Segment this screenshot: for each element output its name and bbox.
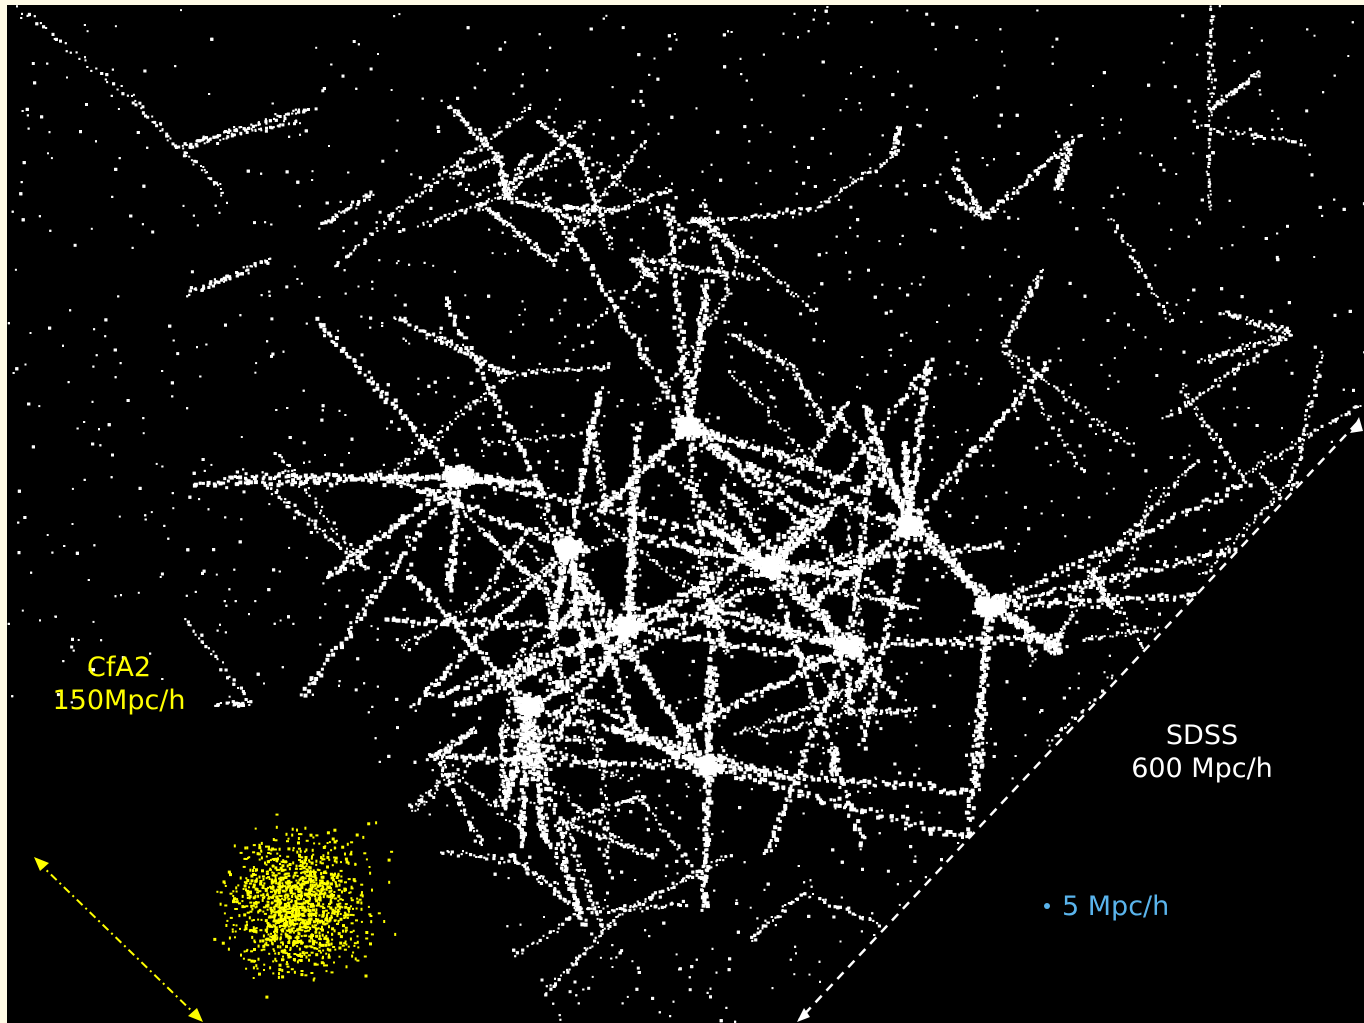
cfa2-survey-label: CfA2 150Mpc/h bbox=[29, 652, 209, 718]
arrowhead-up-icon bbox=[1350, 417, 1363, 433]
sdss-galaxy-points bbox=[7, 5, 1364, 1023]
arrowhead-up-icon bbox=[34, 857, 49, 871]
cfa2-depth: 150Mpc/h bbox=[29, 685, 209, 718]
sdss-depth: 600 Mpc/h bbox=[1107, 753, 1297, 786]
sdss-name: SDSS bbox=[1107, 720, 1297, 753]
galaxy-distribution-map bbox=[7, 5, 1364, 1023]
cfa2-name: CfA2 bbox=[29, 652, 209, 685]
arrowhead-down-icon bbox=[797, 1008, 810, 1022]
sdss-survey-label: SDSS 600 Mpc/h bbox=[1107, 720, 1297, 786]
cfa2-depth-arrow bbox=[34, 857, 203, 1022]
cfa2-galaxy-points bbox=[213, 813, 397, 999]
scale-dot-icon bbox=[1044, 902, 1050, 909]
arrowhead-down-icon bbox=[188, 1008, 203, 1022]
sdss-depth-arrow bbox=[797, 417, 1363, 1022]
scale-marker: 5 Mpc/h bbox=[1044, 891, 1169, 924]
galaxy-map-panel: CfA2 150Mpc/h SDSS 600 Mpc/h 5 Mpc/h bbox=[7, 5, 1364, 1023]
scale-marker-text: 5 Mpc/h bbox=[1062, 891, 1169, 922]
